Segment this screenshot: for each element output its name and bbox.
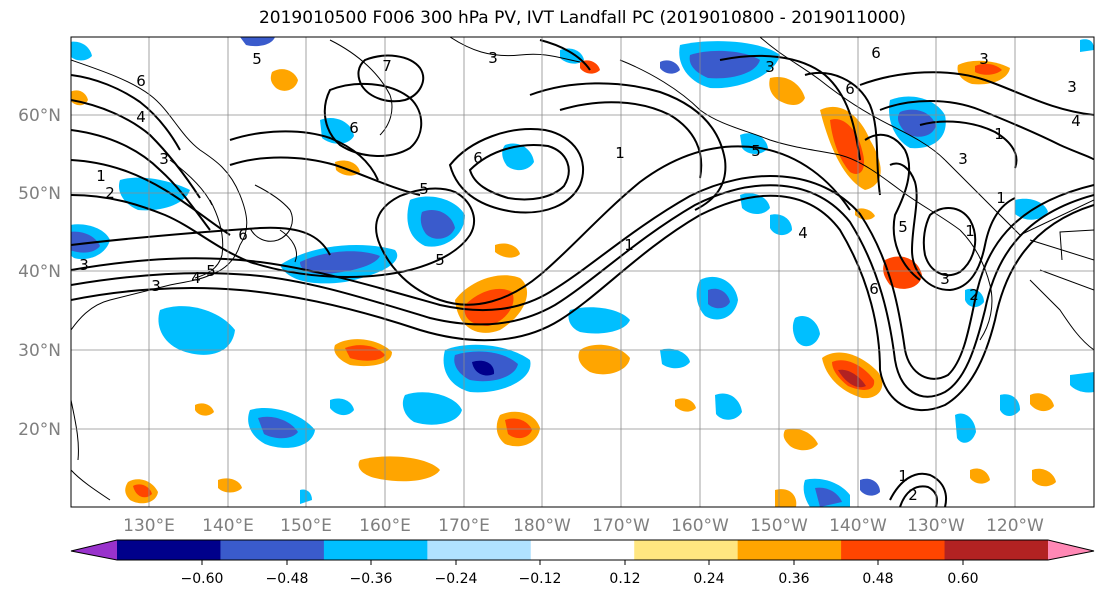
contour-label: 4 bbox=[1071, 112, 1081, 130]
contour-label: 1 bbox=[615, 144, 625, 162]
colorbar-tick-label: −0.60 bbox=[181, 571, 224, 587]
contour-label: 3 bbox=[958, 150, 968, 168]
pv-anomaly-shading bbox=[71, 37, 1094, 507]
colorbar-ticks bbox=[201, 560, 964, 565]
contour-label: 1 bbox=[996, 189, 1006, 207]
colorbar-tick-label: 0.60 bbox=[947, 571, 978, 587]
pv-contours bbox=[71, 39, 1094, 507]
contour-label: 6 bbox=[869, 280, 879, 298]
lon-label: 150°E bbox=[280, 516, 332, 536]
contour-label: 2 bbox=[908, 486, 918, 504]
contour-label: 1 bbox=[624, 236, 634, 254]
lon-label: 170°W bbox=[592, 516, 650, 536]
contour-label: 1 bbox=[96, 167, 106, 185]
contour-label: 3 bbox=[159, 150, 169, 168]
contour-label: 6 bbox=[845, 80, 855, 98]
contour-label: 5 bbox=[751, 142, 761, 160]
contour-label: 6 bbox=[473, 149, 483, 167]
lon-label: 120°W bbox=[986, 516, 1044, 536]
contour-label: 3 bbox=[1067, 78, 1077, 96]
colorbar-segment bbox=[427, 540, 532, 560]
contour-label: 4 bbox=[136, 108, 146, 126]
colorbar-tick-label: −0.36 bbox=[350, 571, 393, 587]
colorbar-segments bbox=[71, 540, 1094, 560]
contour-label: 2 bbox=[969, 286, 979, 304]
lon-label: 140°W bbox=[829, 516, 887, 536]
contour-label: 6 bbox=[871, 44, 881, 62]
colorbar-segment bbox=[841, 540, 946, 560]
colorbar-extend-left bbox=[71, 540, 117, 560]
coastlines bbox=[71, 37, 1094, 501]
lon-label: 130°W bbox=[907, 516, 965, 536]
contour-label: 3 bbox=[979, 50, 989, 68]
colorbar-tick-label: 0.48 bbox=[862, 571, 893, 587]
colorbar-tick-label: −0.48 bbox=[266, 571, 309, 587]
colorbar-segment bbox=[220, 540, 325, 560]
colorbar-tick-label: 0.36 bbox=[778, 571, 809, 587]
colorbar-tick-label: 0.24 bbox=[693, 571, 724, 587]
contour-label: 5 bbox=[419, 180, 429, 198]
contour-labels: 6 4 3 1 2 3 6 4 5 3 5 7 3 6 6 5 1 5 1 6 … bbox=[79, 44, 1081, 504]
contour-label: 5 bbox=[898, 218, 908, 236]
contour-label: 4 bbox=[798, 224, 808, 242]
contour-label: 6 bbox=[238, 226, 248, 244]
contour-label: 3 bbox=[151, 277, 161, 295]
contour-label: 5 bbox=[206, 262, 216, 280]
colorbar-tick-label: 0.12 bbox=[609, 571, 640, 587]
contour-label: 5 bbox=[435, 251, 445, 269]
lon-label: 150°W bbox=[750, 516, 808, 536]
colorbar-tick-label: −0.24 bbox=[435, 571, 478, 587]
contour-label: 1 bbox=[994, 125, 1004, 143]
latitude-labels: 60°N 50°N 40°N 30°N 20°N bbox=[18, 106, 61, 440]
lat-label: 20°N bbox=[18, 420, 61, 440]
contour-label: 1 bbox=[898, 467, 908, 485]
colorbar-segment bbox=[323, 540, 428, 560]
contour-label: 6 bbox=[136, 72, 146, 90]
lon-label: 130°E bbox=[123, 516, 175, 536]
contour-label: 6 bbox=[349, 119, 359, 137]
lat-label: 50°N bbox=[18, 184, 61, 204]
colorbar-extend-right bbox=[1048, 540, 1094, 560]
colorbar-segment bbox=[117, 540, 221, 560]
colorbar-segment bbox=[530, 540, 635, 560]
lat-label: 40°N bbox=[18, 262, 61, 282]
contour-label: 7 bbox=[382, 57, 392, 75]
colorbar-segment bbox=[737, 540, 842, 560]
lon-label: 140°E bbox=[202, 516, 254, 536]
contour-label: 4 bbox=[191, 269, 201, 287]
contour-label: 5 bbox=[252, 50, 262, 68]
map-frame bbox=[70, 36, 1095, 508]
lat-label: 30°N bbox=[18, 341, 61, 361]
colorbar-tick-label: −0.12 bbox=[519, 571, 562, 587]
contour-label: 3 bbox=[488, 49, 498, 67]
colorbar-segment bbox=[634, 540, 739, 560]
contour-label: 3 bbox=[940, 270, 950, 288]
lat-label: 60°N bbox=[18, 106, 61, 126]
lon-label: 170°E bbox=[438, 516, 490, 536]
contour-label: 3 bbox=[79, 256, 89, 274]
graticule bbox=[71, 37, 1094, 507]
contour-label: 1 bbox=[965, 222, 975, 240]
lon-label: 180°W bbox=[513, 516, 571, 536]
map-title: 2019010500 F006 300 hPa PV, IVT Landfall… bbox=[258, 8, 906, 28]
contour-label: 3 bbox=[765, 58, 775, 76]
lon-label: 160°W bbox=[671, 516, 729, 536]
lon-label: 160°E bbox=[359, 516, 411, 536]
colorbar-segment bbox=[944, 540, 1049, 560]
contour-label: 2 bbox=[105, 184, 115, 202]
longitude-labels: 130°E 140°E 150°E 160°E 170°E 180°W 170°… bbox=[123, 516, 1044, 536]
colorbar-outline bbox=[70, 539, 1095, 561]
colorbar: −0.60 −0.48 −0.36 −0.24 −0.12 0.12 0.24 … bbox=[70, 539, 1095, 587]
